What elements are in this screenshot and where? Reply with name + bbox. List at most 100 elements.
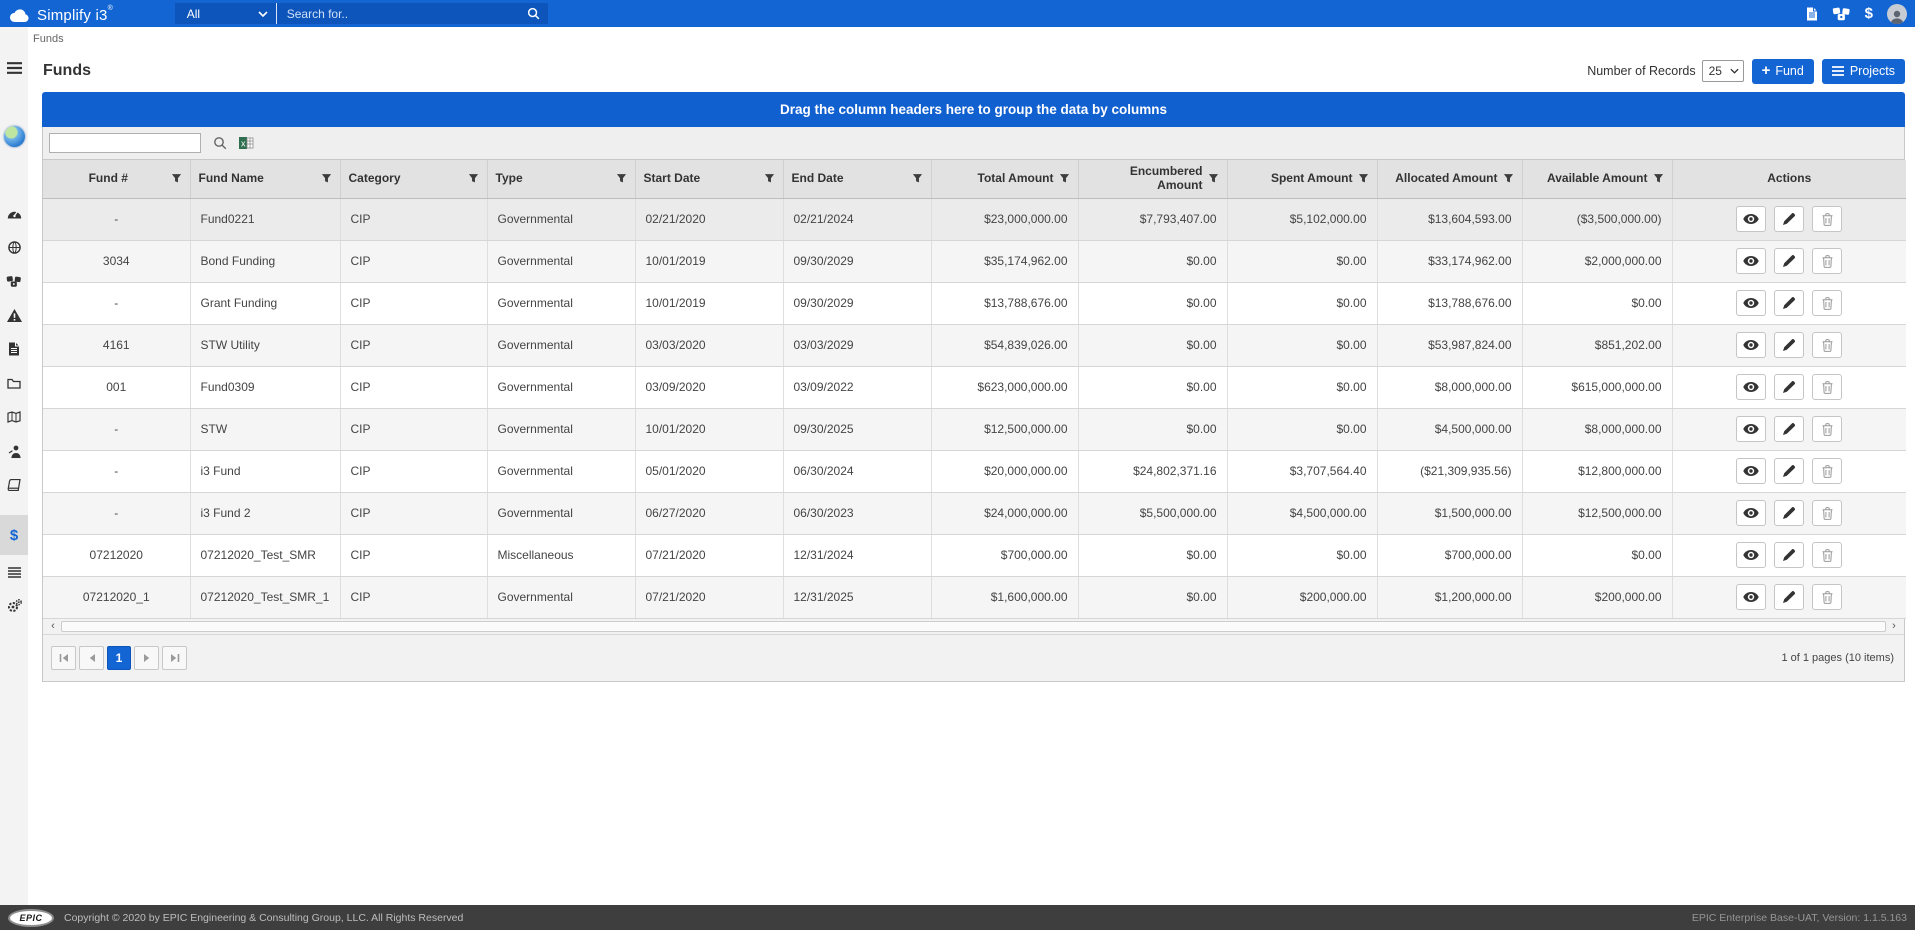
list-icon[interactable] (0, 559, 28, 585)
delete-button[interactable] (1812, 332, 1843, 358)
scroll-right-icon[interactable]: › (1892, 620, 1896, 632)
earth-logo[interactable] (0, 119, 28, 153)
scrollbar-thumb[interactable] (61, 620, 1886, 632)
personnel-icon[interactable] (0, 438, 28, 464)
edit-button[interactable] (1774, 458, 1805, 484)
column-header[interactable]: Total Amount (931, 160, 1079, 199)
delete-button[interactable] (1812, 584, 1843, 610)
alerts-warning-icon[interactable] (0, 302, 28, 328)
view-button[interactable] (1736, 458, 1767, 484)
edit-button[interactable] (1774, 206, 1805, 232)
column-header[interactable]: Start Date (635, 160, 784, 199)
filter-funnel-icon[interactable] (1358, 173, 1369, 184)
column-header[interactable]: Fund Name (190, 160, 341, 199)
map-icon[interactable] (0, 404, 28, 430)
document-icon[interactable] (1806, 7, 1818, 21)
view-button[interactable] (1736, 542, 1767, 568)
scroll-left-icon[interactable]: ‹ (51, 620, 55, 632)
first-page-button[interactable] (51, 645, 76, 670)
table-row[interactable]: - i3 Fund CIP Governmental 05/01/2020 06/30/2… (43, 450, 1906, 493)
page-number-button[interactable]: 1 (107, 645, 131, 670)
settings-gears-icon[interactable] (0, 593, 28, 619)
view-button[interactable] (1736, 374, 1767, 400)
column-header[interactable]: Available Amount (1522, 160, 1673, 199)
table-row[interactable]: 07212020_1 07212020_Test_SMR_1 CIP Governme… (43, 576, 1906, 619)
horizontal-scrollbar[interactable]: ‹ › (43, 618, 1904, 635)
last-page-button[interactable] (162, 645, 187, 670)
column-header[interactable]: End Date (783, 160, 932, 199)
global-search-input[interactable] (276, 6, 527, 21)
filter-funnel-icon[interactable] (1503, 173, 1514, 184)
view-button[interactable] (1736, 248, 1767, 274)
table-row[interactable]: - i3 Fund 2 CIP Governmental 06/27/2020 06/30… (43, 492, 1906, 535)
menu-icon[interactable] (0, 55, 28, 81)
column-header[interactable]: Type (487, 160, 636, 199)
dashboard-icon[interactable] (0, 200, 28, 226)
table-row[interactable]: 4161 STW Utility CIP Governmental 03/03/2020… (43, 324, 1906, 367)
edit-button[interactable] (1774, 584, 1805, 610)
filter-funnel-icon[interactable] (1653, 173, 1664, 184)
edit-button[interactable] (1774, 416, 1805, 442)
view-button[interactable] (1736, 332, 1767, 358)
table-row[interactable]: 3034 Bond Funding CIP Governmental 10/01/201… (43, 240, 1906, 283)
view-button[interactable] (1736, 500, 1767, 526)
export-excel-icon[interactable]: x (239, 136, 254, 150)
document-icon[interactable] (0, 336, 28, 362)
view-button[interactable] (1736, 584, 1767, 610)
delete-button[interactable] (1812, 290, 1843, 316)
table-row[interactable]: - Fund0221 CIP Governmental 02/21/2020 02/21/… (43, 198, 1906, 241)
view-button[interactable] (1736, 206, 1767, 232)
view-button[interactable] (1736, 416, 1767, 442)
view-button[interactable] (1736, 290, 1767, 316)
search-scope-select[interactable]: All (174, 3, 277, 24)
ledger-book-icon[interactable] (0, 472, 28, 498)
edit-button[interactable] (1774, 248, 1805, 274)
table-row[interactable]: - Grant Funding CIP Governmental 10/01/2019 0… (43, 282, 1906, 325)
table-row[interactable]: 001 Fund0309 CIP Governmental 03/09/2020 03/0… (43, 366, 1906, 409)
filter-funnel-icon[interactable] (1208, 173, 1219, 184)
edit-button[interactable] (1774, 290, 1805, 316)
delete-button[interactable] (1812, 374, 1843, 400)
column-header[interactable]: Allocated Amount (1377, 160, 1523, 199)
edit-button[interactable] (1774, 332, 1805, 358)
globe-icon[interactable] (0, 234, 28, 260)
column-header[interactable]: Spent Amount (1227, 160, 1378, 199)
column-header[interactable]: Encumbered Amount (1078, 160, 1228, 199)
next-page-button[interactable] (134, 645, 159, 670)
delete-button[interactable] (1812, 500, 1843, 526)
edit-button[interactable] (1774, 542, 1805, 568)
filter-funnel-icon[interactable] (321, 173, 332, 184)
add-fund-button[interactable]: + Fund (1751, 58, 1814, 84)
edit-button[interactable] (1774, 500, 1805, 526)
delete-button[interactable] (1812, 248, 1843, 274)
folder-icon[interactable] (0, 370, 28, 396)
delete-button[interactable] (1812, 416, 1843, 442)
column-header[interactable]: Fund # (43, 160, 191, 199)
delete-button[interactable] (1812, 542, 1843, 568)
delete-button[interactable] (1812, 206, 1843, 232)
search-icon[interactable] (527, 7, 540, 20)
dollar-icon[interactable]: $ (1864, 5, 1873, 22)
column-header[interactable]: Actions (1672, 160, 1906, 199)
filter-funnel-icon[interactable] (468, 173, 479, 184)
group-by-drop-zone[interactable]: Drag the column headers here to group th… (42, 92, 1905, 127)
projects-button[interactable]: Projects (1821, 58, 1905, 84)
edit-button[interactable] (1774, 374, 1805, 400)
user-avatar[interactable] (1887, 3, 1907, 24)
grid-search-icon[interactable] (213, 136, 227, 150)
filter-funnel-icon[interactable] (171, 173, 182, 184)
filter-funnel-icon[interactable] (912, 173, 923, 184)
column-header[interactable]: Category (340, 160, 488, 199)
app-brand[interactable]: Simplify i3 ® (8, 4, 113, 24)
delete-button[interactable] (1812, 458, 1843, 484)
table-row[interactable]: - STW CIP Governmental 10/01/2020 09/30/2025 $… (43, 408, 1906, 451)
grid-filter-input[interactable] (49, 133, 201, 153)
filter-funnel-icon[interactable] (764, 173, 775, 184)
number-of-records-select[interactable]: 25 (1701, 60, 1744, 82)
funds-icon[interactable] (1832, 7, 1851, 21)
filter-funnel-icon[interactable] (1059, 173, 1070, 184)
table-row[interactable]: 07212020 07212020_Test_SMR CIP Miscellaneou… (43, 534, 1906, 577)
finance-dollar-icon[interactable]: $ (0, 515, 28, 555)
previous-page-button[interactable] (79, 645, 104, 670)
funds-icon[interactable] (0, 268, 28, 294)
